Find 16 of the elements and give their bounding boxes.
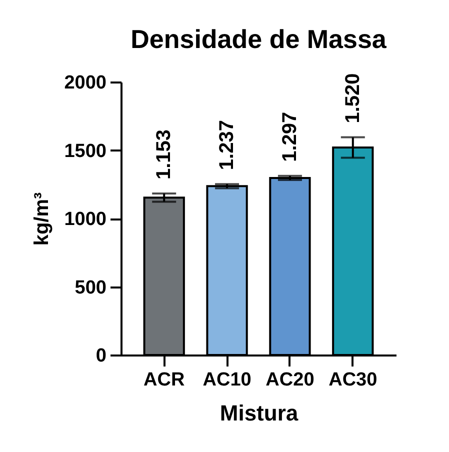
chart-title: Densidade de Massa	[130, 24, 387, 54]
y-tick-label: 2000	[64, 72, 106, 94]
y-tick-label: 1500	[64, 140, 106, 162]
x-tick-label: AC10	[202, 370, 252, 390]
data-label: 1.297	[278, 112, 301, 162]
y-tick-label: 0	[96, 346, 106, 366]
data-label: 1.520	[342, 73, 364, 124]
y-tick-label: 1000	[64, 209, 106, 230]
x-axis-title: Mistura	[220, 400, 299, 426]
x-tick-label: AC20	[266, 370, 314, 390]
data-label: 1.153	[153, 129, 176, 180]
data-label: 1.237	[216, 120, 238, 170]
x-tick-label: ACR	[144, 370, 185, 390]
x-tick-label: AC30	[328, 370, 378, 390]
y-tick-label: 500	[74, 277, 106, 298]
y-axis-title: kg/m³	[31, 192, 54, 246]
